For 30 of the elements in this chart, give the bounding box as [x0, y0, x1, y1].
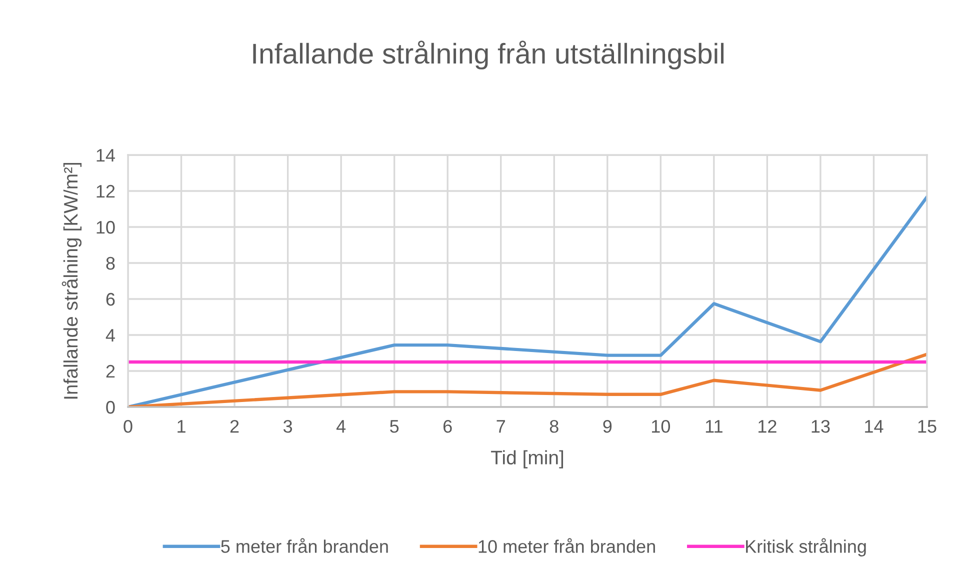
legend-label: Kritisk strålning: [746, 538, 866, 556]
x-tick-label: 11: [706, 420, 722, 433]
x-tick-label: 4: [336, 420, 346, 433]
x-axis-title: Tid [min]: [491, 450, 564, 468]
x-tick-label: 3: [283, 420, 292, 433]
x-tick-label: 6: [443, 420, 452, 433]
x-tick-label: 14: [865, 420, 884, 433]
chart-title: Infallande strålning från utställningsbil: [253, 40, 724, 70]
y-tick-label: 0: [106, 400, 115, 414]
x-tick-label: 7: [496, 420, 505, 433]
y-tick-label: 14: [96, 149, 115, 162]
legend-label: 5 meter från branden: [221, 538, 388, 553]
x-tick-label: 15: [918, 420, 936, 433]
y-tick-label: 8: [106, 256, 115, 270]
x-tick-label: 0: [124, 420, 132, 433]
y-axis-title: Infallande strålning [KW/m²]: [62, 162, 82, 399]
x-tick-label: 13: [812, 420, 830, 433]
x-tick-label: 1: [178, 420, 186, 433]
x-tick-label: 12: [758, 420, 776, 433]
x-tick-label: 9: [603, 420, 612, 433]
y-tick-label: 6: [106, 292, 115, 306]
x-tick-label: 10: [652, 420, 670, 433]
x-tick-label: 5: [390, 420, 399, 433]
y-tick-label: 12: [96, 184, 115, 198]
y-tick-label: 4: [106, 329, 115, 342]
x-tick-label: 2: [230, 420, 239, 433]
y-tick-label: 2: [106, 364, 115, 378]
y-tick-label: 10: [96, 220, 115, 234]
legend-label: 10 meter från branden: [478, 538, 655, 553]
x-tick-label: 8: [550, 420, 558, 433]
